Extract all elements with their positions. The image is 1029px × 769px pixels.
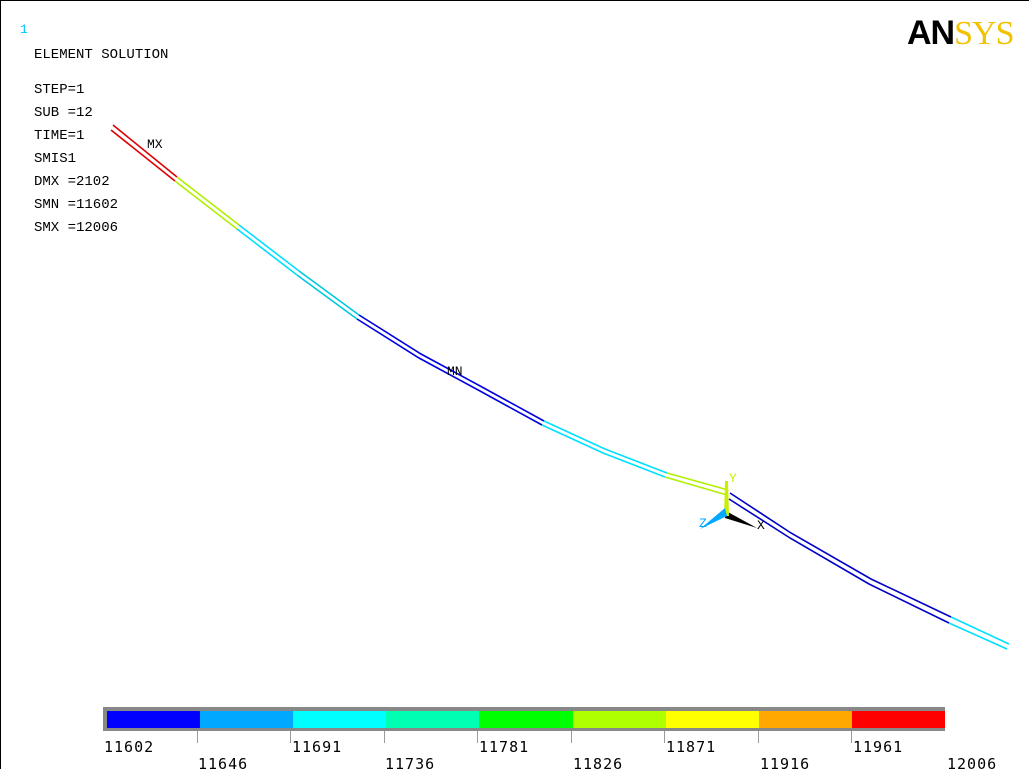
legend-swatch-2 (200, 711, 294, 728)
segment-yellow-green-edge-top (176, 176, 240, 226)
legend-tick (758, 731, 759, 743)
legend-swatch-5 (479, 711, 573, 728)
max-marker: MX (147, 137, 163, 152)
legend-swatch-9 (851, 711, 945, 728)
triad-y-label: Y (729, 471, 737, 486)
info-item: SMIS1 (34, 151, 77, 167)
triad-x-axis (725, 511, 757, 528)
legend-tick (290, 731, 291, 743)
segment-blue-right (728, 492, 952, 624)
legend-tick (384, 731, 385, 743)
segment-teal (296, 270, 360, 320)
legend-tick (851, 731, 852, 743)
segment-cyan-1-edge-bottom (236, 228, 298, 276)
legend-label-top: 11691 (292, 738, 343, 756)
segment-teal-edge-bottom (296, 274, 358, 320)
legend-swatch-8 (758, 711, 852, 728)
segment-yellow-green-2-edge-bottom (664, 476, 728, 496)
triad-z-axis (700, 508, 727, 529)
legend-label-bottom: 12006 (947, 755, 998, 769)
segment-red (110, 124, 178, 182)
segment-cyan-2 (541, 420, 668, 478)
legend-tick (197, 731, 198, 743)
segment-teal-edge-top (298, 270, 360, 316)
legend-label-bottom: 11646 (198, 755, 249, 769)
segment-yellow-green (174, 176, 240, 230)
legend-label-bottom: 11826 (573, 755, 624, 769)
legend-tick (477, 731, 478, 743)
segment-yellow-green-2 (664, 472, 729, 496)
segment-red-edge-top (112, 124, 178, 178)
min-marker: MN (447, 364, 463, 379)
logo-part-an: AN (907, 14, 955, 52)
window-number: 1 (20, 22, 28, 37)
beam-left (110, 124, 729, 496)
info-smn: SMN =11602 (34, 197, 119, 213)
segment-cyan-right-edge-top (950, 616, 1010, 645)
segment-blue-edge-bottom (356, 318, 543, 426)
triad-x-label: X (757, 518, 765, 533)
segment-yellow-green-2-edge-top (666, 472, 729, 491)
legend-label-top: 11871 (666, 738, 717, 756)
legend-swatch-3 (293, 711, 387, 728)
legend-label-bottom: 11916 (760, 755, 811, 769)
info-time: TIME=1 (34, 128, 85, 144)
segment-yellow-green-edge-bottom (174, 180, 238, 230)
legend-label-top: 11602 (104, 738, 155, 756)
legend-label-bottom: 11736 (385, 755, 436, 769)
legend-label-top: 11781 (479, 738, 530, 756)
segment-red-edge-bottom (110, 129, 176, 182)
legend-label-top: 11961 (853, 738, 904, 756)
contour-legend (103, 707, 945, 731)
segment-blue-right-edge-top (729, 492, 952, 618)
info-dmx: DMX =2102 (34, 174, 110, 190)
legend-swatch-4 (386, 711, 480, 728)
legend-tick (571, 731, 572, 743)
segment-cyan-right-edge-bottom (948, 622, 1008, 650)
segment-cyan-2-edge-top (543, 420, 668, 474)
segment-blue-edge-top (358, 314, 545, 422)
legend-swatch-7 (665, 711, 759, 728)
segment-blue-right-edge-bottom (728, 498, 950, 624)
coordinate-triad: X Y Z (699, 471, 765, 533)
segment-cyan-1-edge-top (238, 224, 300, 272)
info-substep: SUB =12 (34, 105, 93, 121)
legend-tick (664, 731, 665, 743)
info-step: STEP=1 (34, 82, 85, 98)
legend-swatch-1 (107, 711, 201, 728)
segment-cyan-1 (236, 224, 300, 276)
logo-part-sys: SYS (954, 15, 1014, 52)
solution-title: ELEMENT SOLUTION (34, 47, 169, 63)
triad-z-label: Z (699, 516, 707, 531)
segment-cyan-2-edge-bottom (541, 424, 666, 478)
segment-blue (356, 314, 545, 426)
info-smx: SMX =12006 (34, 220, 119, 236)
beam-right (728, 492, 1010, 650)
triad-y-axis (724, 481, 729, 516)
segment-cyan-right (948, 616, 1010, 650)
legend-swatch-6 (572, 711, 666, 728)
ansys-logo: ANSYS (907, 14, 1014, 52)
